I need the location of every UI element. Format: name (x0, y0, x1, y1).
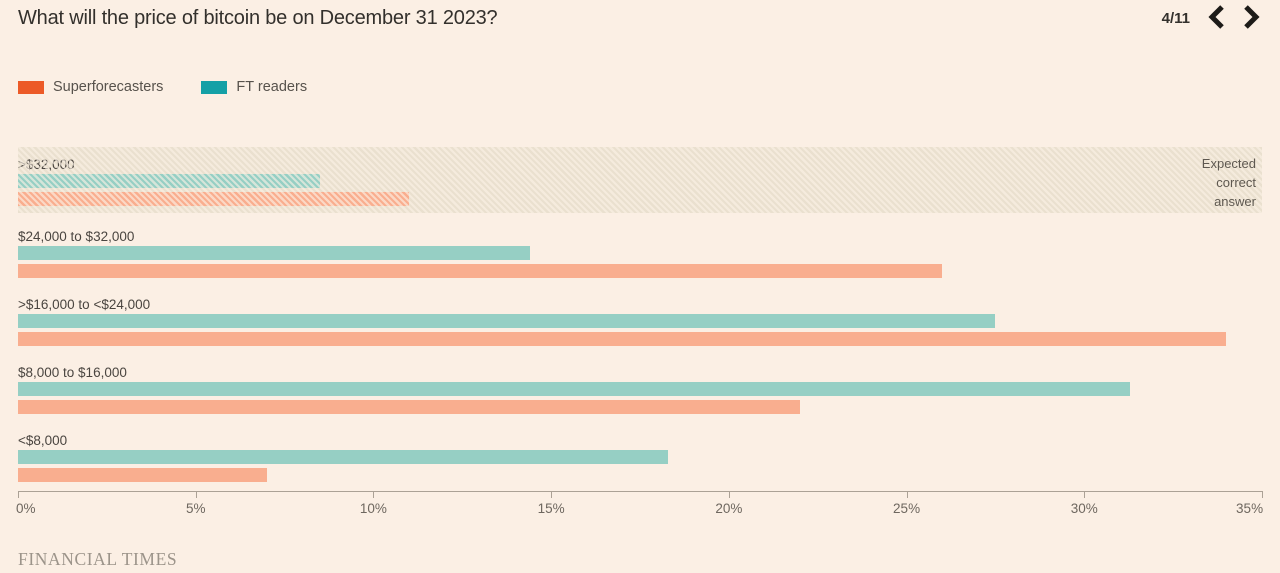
superforecasters-bar (18, 400, 800, 414)
x-tick-label: 35% (1236, 501, 1264, 516)
expected-correct-answer-note: Expected correct answer (1201, 156, 1256, 209)
x-tick-label: 0% (16, 501, 36, 516)
x-tick (195, 491, 197, 498)
legend-label: Superforecasters (53, 79, 164, 95)
page-title: What will the price of bitcoin be on Dec… (18, 7, 498, 29)
superforecasters-bar (18, 468, 267, 482)
next-chart-button[interactable] (1238, 4, 1264, 32)
x-tick (1262, 491, 1263, 498)
category-label: >$32,000 (18, 157, 75, 172)
ft-readers-bar (18, 382, 1131, 396)
category-label: $24,000 to $32,000 (18, 229, 135, 244)
x-tick (1084, 491, 1086, 498)
ft-readers-swatch-icon (201, 80, 228, 94)
superforecasters-swatch-icon (18, 80, 44, 94)
legend-item-ft-readers: FT readers (201, 79, 307, 95)
legend-item-superforecasters: Superforecasters (18, 79, 163, 95)
superforecasters-bar (18, 192, 409, 206)
x-tick (18, 491, 19, 498)
ft-readers-bar (18, 246, 530, 260)
superforecasters-bar (18, 332, 1227, 346)
x-tick-label: 25% (893, 501, 921, 516)
prev-chart-button[interactable] (1204, 4, 1230, 32)
x-axis-line (18, 491, 1262, 492)
ft-readers-bar (18, 314, 996, 328)
category-label: <$8,000 (18, 433, 68, 448)
chart-legend: Superforecasters FT readers (18, 79, 307, 95)
x-tick-label: 15% (537, 501, 565, 516)
category-label: >$16,000 to <$24,000 (18, 297, 151, 312)
chevron-right-icon (1240, 4, 1262, 33)
x-tick-label: 5% (185, 501, 206, 516)
carousel-pagination: 4/11 (1162, 4, 1264, 32)
ft-readers-bar (18, 450, 669, 464)
plot-area: >$32,000 $24,000 to $32,000 >$16,000 to <$… (16, 0, 1264, 573)
x-tick (373, 491, 375, 498)
page-counter: 4/11 (1161, 9, 1190, 27)
legend-label: FT readers (236, 79, 308, 95)
x-tick (906, 491, 908, 498)
superforecasters-bar (18, 264, 943, 278)
chevron-left-icon (1206, 4, 1228, 33)
x-tick-label: 30% (1070, 501, 1098, 516)
bar-rows: >$32,000 $24,000 to $32,000 >$16,000 to <$… (18, 0, 1262, 573)
x-tick (728, 491, 730, 498)
x-tick-label: 20% (715, 501, 743, 516)
category-label: $8,000 to $16,000 (18, 365, 127, 380)
x-tick-label: 10% (359, 501, 387, 516)
ft-readers-bar (18, 174, 321, 188)
financial-times-wordmark: FINANCIAL TIMES (18, 549, 178, 569)
x-tick (551, 491, 553, 498)
